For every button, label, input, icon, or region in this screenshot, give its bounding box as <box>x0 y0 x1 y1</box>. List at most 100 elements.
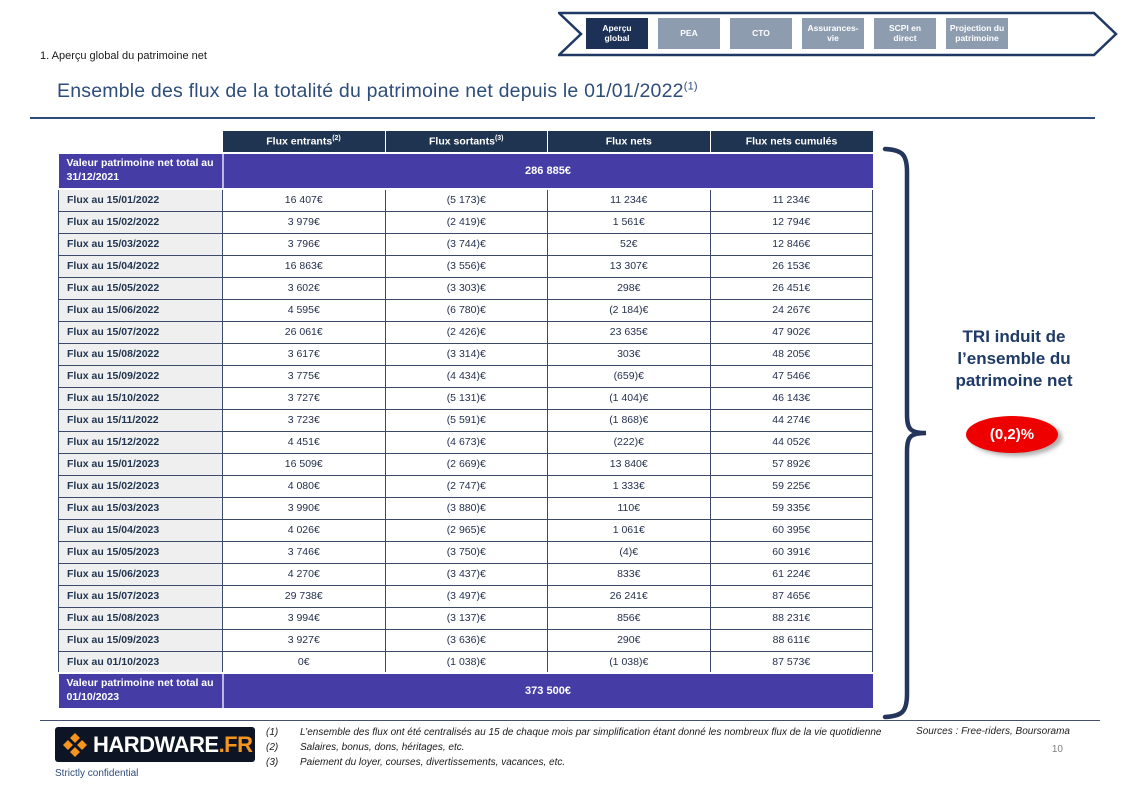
tab-projection-patrimoine[interactable]: Projection du patrimoine <box>946 18 1008 49</box>
row-value: 59 225€ <box>709 474 873 498</box>
table-row: Flux au 15/01/2023 16 509€ (2 669)€ 13 8… <box>58 452 873 476</box>
table-row: Flux au 15/08/2022 3 617€ (3 314)€ 303€ … <box>58 342 873 366</box>
row-value: 3 979€ <box>222 210 386 234</box>
flux-table: Flux entrants(2) Flux sortants(3) Flux n… <box>58 131 873 710</box>
footnote-num: (3) <box>266 757 279 768</box>
footnote-2: (2) Salaires, bonus, dons, héritages, et… <box>266 741 891 754</box>
opening-row-value: 286 885€ <box>221 152 873 190</box>
row-value: (2 419)€ <box>384 210 548 234</box>
table-row: Flux au 15/02/2023 4 080€ (2 747)€ 1 333… <box>58 474 873 498</box>
row-value: (1 404)€ <box>547 386 711 410</box>
table-row: Flux au 15/01/2022 16 407€ (5 173)€ 11 2… <box>58 188 873 212</box>
row-value: 3 617€ <box>222 342 386 366</box>
row-value: 1 561€ <box>547 210 711 234</box>
tab-scpi-en-direct[interactable]: SCPI en direct <box>874 18 936 49</box>
col-header-flux-entrants: Flux entrants(2) <box>222 131 385 153</box>
footnote-text: Salaires, bonus, dons, héritages, etc. <box>300 742 465 753</box>
row-value: 856€ <box>547 606 711 630</box>
table-row: Flux au 15/02/2022 3 979€ (2 419)€ 1 561… <box>58 210 873 234</box>
table-row: Flux au 15/09/2022 3 775€ (4 434)€ (659)… <box>58 364 873 388</box>
col-header-sup: (3) <box>494 135 504 143</box>
row-label: Flux au 15/08/2022 <box>58 342 223 366</box>
row-value: 24 267€ <box>709 298 873 322</box>
tab-cto[interactable]: CTO <box>730 18 792 49</box>
table-row: Flux au 15/05/2023 3 746€ (3 750)€ (4)€ … <box>58 540 873 564</box>
row-value: 3 994€ <box>222 606 386 630</box>
row-value: 833€ <box>547 562 711 586</box>
row-value: 23 635€ <box>547 320 711 344</box>
row-value: 3 775€ <box>222 364 386 388</box>
row-value: 0€ <box>222 650 386 674</box>
row-value: (4 434)€ <box>384 364 548 388</box>
row-label: Flux au 15/10/2022 <box>58 386 223 410</box>
row-value: 60 391€ <box>709 540 873 564</box>
row-value: (3 497)€ <box>384 584 548 608</box>
row-label: Flux au 15/03/2022 <box>58 232 223 256</box>
row-value: (2 184)€ <box>547 298 711 322</box>
table-row: Flux au 15/07/2022 26 061€ (2 426)€ 23 6… <box>58 320 873 344</box>
opening-value-row: Valeur patrimoine net total au 31/12/202… <box>58 152 873 190</box>
row-value: (3 750)€ <box>384 540 548 564</box>
row-value: (3 437)€ <box>384 562 548 586</box>
closing-row-value: 373 500€ <box>221 672 873 710</box>
row-value: 29 738€ <box>222 584 386 608</box>
row-value: 60 395€ <box>709 518 873 542</box>
row-value: 4 026€ <box>222 518 386 542</box>
row-value: (5 591)€ <box>384 408 548 432</box>
title-divider <box>30 117 1095 119</box>
row-label: Flux au 15/05/2022 <box>58 276 223 300</box>
row-value: 26 061€ <box>222 320 386 344</box>
footnote-3: (3) Paiement du loyer, courses, divertis… <box>266 756 891 769</box>
row-value: 44 052€ <box>709 430 873 454</box>
row-value: 13 840€ <box>547 452 711 476</box>
tab-pea[interactable]: PEA <box>658 18 720 49</box>
row-value: (2 747)€ <box>384 474 548 498</box>
row-value: (3 314)€ <box>384 342 548 366</box>
row-value: 3 927€ <box>222 628 386 652</box>
row-value: 3 602€ <box>222 276 386 300</box>
row-value: 57 892€ <box>709 452 873 476</box>
row-value: (3 303)€ <box>384 276 548 300</box>
tab-apercu-global[interactable]: Aperçu global <box>586 18 648 49</box>
row-value: 3 727€ <box>222 386 386 410</box>
row-label: Flux au 15/01/2022 <box>58 188 223 212</box>
row-value: 88 611€ <box>709 628 873 652</box>
tab-assurances-vie[interactable]: Assurances-vie <box>802 18 864 49</box>
col-header-label: Flux sortants <box>429 135 495 148</box>
confidential-label: Strictly confidential <box>55 768 139 779</box>
row-label: Flux au 15/08/2023 <box>58 606 223 630</box>
table-row: Flux au 15/03/2023 3 990€ (3 880)€ 110€ … <box>58 496 873 520</box>
row-value: 11 234€ <box>547 188 711 212</box>
row-value: (3 137)€ <box>384 606 548 630</box>
row-value: 11 234€ <box>709 188 873 212</box>
table-row: Flux au 15/04/2022 16 863€ (3 556)€ 13 3… <box>58 254 873 278</box>
row-value: 26 241€ <box>547 584 711 608</box>
col-header-flux-nets: Flux nets <box>547 131 710 153</box>
row-label: Flux au 15/07/2023 <box>58 584 223 608</box>
row-value: 3 723€ <box>222 408 386 432</box>
hardware-fr-logo: HARDWARE.FR <box>55 727 255 762</box>
row-label: Flux au 15/02/2022 <box>58 210 223 234</box>
brace <box>882 146 927 720</box>
row-label: Flux au 15/04/2022 <box>58 254 223 278</box>
table-row: Flux au 01/10/2023 0€ (1 038)€ (1 038)€ … <box>58 650 873 674</box>
page-title: Ensemble des flux de la totalité du patr… <box>57 80 698 103</box>
flux-table-body: Flux entrants(2) Flux sortants(3) Flux n… <box>58 131 873 710</box>
row-label: Flux au 15/06/2022 <box>58 298 223 322</box>
row-value: (222)€ <box>547 430 711 454</box>
row-value: (4 673)€ <box>384 430 548 454</box>
row-label: Flux au 15/11/2022 <box>58 408 223 432</box>
flux-table-container: Flux entrants(2) Flux sortants(3) Flux n… <box>58 131 873 710</box>
row-value: 13 307€ <box>547 254 711 278</box>
footnote-num: (2) <box>266 742 279 753</box>
row-value: 1 333€ <box>547 474 711 498</box>
table-row: Flux au 15/05/2022 3 602€ (3 303)€ 298€ … <box>58 276 873 300</box>
footer-divider <box>40 720 1100 721</box>
row-label: Flux au 15/01/2023 <box>58 452 223 476</box>
tri-caption-line: TRI induit de <box>962 327 1066 346</box>
row-value: 46 143€ <box>709 386 873 410</box>
row-value: 3 990€ <box>222 496 386 520</box>
row-label: Flux au 15/03/2023 <box>58 496 223 520</box>
page-title-text: Ensemble des flux de la totalité du patr… <box>57 80 684 102</box>
row-value: 88 231€ <box>709 606 873 630</box>
